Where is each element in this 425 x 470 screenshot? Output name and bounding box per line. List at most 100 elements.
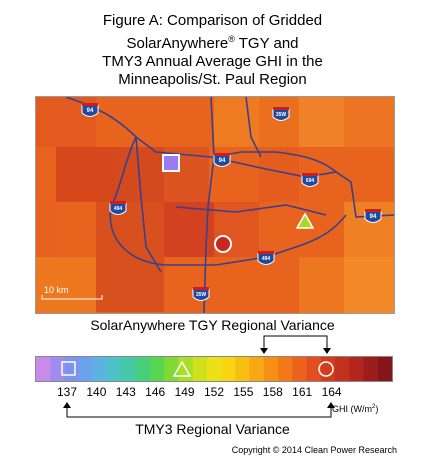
svg-text:35W: 35W xyxy=(196,292,207,298)
legend-swatch xyxy=(92,357,108,381)
legend-swatch xyxy=(263,357,279,381)
ghi-grid-cells xyxy=(36,97,394,313)
legend-swatch xyxy=(377,357,392,381)
legend-swatch xyxy=(192,357,208,381)
shield-94-central: 94 xyxy=(213,153,231,167)
title-line-2-rest: TGY and xyxy=(234,35,299,52)
legend-tick-label: 164 xyxy=(321,385,342,399)
legend-swatch xyxy=(335,357,350,381)
grid-cell xyxy=(299,97,344,147)
legend-tick-label: 161 xyxy=(292,385,313,399)
interstate-35w-road xyxy=(203,97,215,313)
grid-cell xyxy=(56,147,116,202)
tmy-variance-bracket xyxy=(66,404,332,418)
shield-494-w: 494 xyxy=(109,201,127,215)
solaranywhere-variance-label: SolarAnywhere TGY Regional Variance xyxy=(90,317,335,333)
local-highway-road xyxy=(175,204,327,216)
state-highway-road xyxy=(135,136,162,273)
legend-tick-label: 149 xyxy=(174,385,195,399)
station-circle-marker xyxy=(214,235,232,253)
title-line-2: SolarAnywhere® TGY and xyxy=(0,30,425,53)
legend-swatch xyxy=(235,357,251,381)
sa-bracket-arrow-left xyxy=(260,348,268,354)
unit-label: GHI (W/m2) xyxy=(332,404,378,414)
legend-swatch xyxy=(221,357,236,381)
scale-bar-label: 10 km xyxy=(44,285,69,295)
unit-close: ) xyxy=(375,404,379,414)
grid-cell xyxy=(36,202,56,257)
station-square-marker xyxy=(162,154,180,172)
title-line-3: TMY3 Annual Average GHI in the xyxy=(102,53,323,70)
legend-swatch xyxy=(206,357,222,381)
legend-swatch xyxy=(121,357,137,381)
legend-tick-label: 143 xyxy=(115,385,136,399)
legend-swatch xyxy=(135,357,151,381)
unit-text: GHI (W/m xyxy=(332,404,372,414)
interstate-694-road xyxy=(213,151,337,173)
legend-swatch xyxy=(149,357,165,381)
legend-swatch xyxy=(320,357,336,381)
legend-swatch xyxy=(306,357,322,381)
legend-swatch xyxy=(278,357,293,381)
ghi-map: 94 35W 94 694 494 94 xyxy=(35,96,395,314)
grid-cell xyxy=(344,257,394,313)
legend-circle-marker xyxy=(318,361,334,377)
legend-swatches xyxy=(36,357,392,381)
title-line-1: Figure A: Comparison of Gridded xyxy=(102,12,323,29)
grid-cell xyxy=(259,97,299,147)
legend-swatch xyxy=(64,357,80,381)
grid-cell xyxy=(344,97,394,147)
legend-tick-label: 137 xyxy=(56,385,78,399)
shield-494-s: 494 xyxy=(257,251,275,265)
tmy-bracket-arrow-left xyxy=(63,402,71,408)
svg-text:494: 494 xyxy=(262,256,271,262)
legend-swatch xyxy=(349,357,365,381)
legend-swatch xyxy=(164,357,179,381)
shield-94-nw: 94 xyxy=(81,103,99,117)
legend-tick-label: 152 xyxy=(203,385,225,399)
legend-tick-label: 155 xyxy=(233,385,254,399)
shield-694: 694 xyxy=(301,173,319,187)
sa-variance-bracket xyxy=(263,335,328,353)
interstate-shields: 94 35W 94 694 494 94 xyxy=(81,103,382,301)
interstate-494-road xyxy=(109,136,347,266)
copyright-notice: Copyright © 2014 Clean Power Research xyxy=(231,445,397,455)
scale-bar xyxy=(41,295,103,300)
legend-tick-label: 140 xyxy=(86,385,107,399)
registered-mark: ® xyxy=(228,34,235,44)
shield-94-e: 94 xyxy=(364,209,382,223)
station-triangle-marker xyxy=(295,212,315,229)
legend-swatch xyxy=(249,357,265,381)
svg-text:694: 694 xyxy=(306,178,315,184)
grid-cell xyxy=(299,257,344,313)
svg-text:94: 94 xyxy=(370,214,377,220)
highway-network xyxy=(65,97,394,313)
title-line-4: Minneapolis/St. Paul Region xyxy=(118,71,307,88)
shield-35w-s: 35W xyxy=(192,287,210,301)
shield-35w-n: 35W xyxy=(272,107,290,121)
svg-text:94: 94 xyxy=(87,108,94,114)
figure-title: Figure A: Comparison of Gridded SolarAny… xyxy=(0,12,425,89)
tmy-bracket-arrow-right xyxy=(327,402,335,408)
legend-swatch xyxy=(107,357,122,381)
legend-swatch xyxy=(78,357,94,381)
grid-cell xyxy=(36,257,96,313)
sa-bracket-arrow-right xyxy=(323,348,331,354)
svg-text:94: 94 xyxy=(219,158,226,164)
legend-swatch xyxy=(363,357,379,381)
local-highway-road xyxy=(245,97,262,158)
legend-square-marker xyxy=(61,361,76,376)
legend-triangle-marker xyxy=(172,360,192,377)
legend-tick-label: 146 xyxy=(145,385,166,399)
unit-superscript: 2 xyxy=(372,404,376,410)
legend-swatch xyxy=(50,357,65,381)
tmy3-variance-label: TMY3 Regional Variance xyxy=(135,421,290,437)
legend-swatch xyxy=(36,357,51,381)
svg-text:494: 494 xyxy=(114,206,123,212)
legend-tick-label: 158 xyxy=(262,385,283,399)
legend-swatch xyxy=(292,357,308,381)
title-brand: SolarAnywhere xyxy=(126,35,229,52)
svg-text:35W: 35W xyxy=(276,112,287,118)
ghi-color-legend xyxy=(35,356,393,382)
